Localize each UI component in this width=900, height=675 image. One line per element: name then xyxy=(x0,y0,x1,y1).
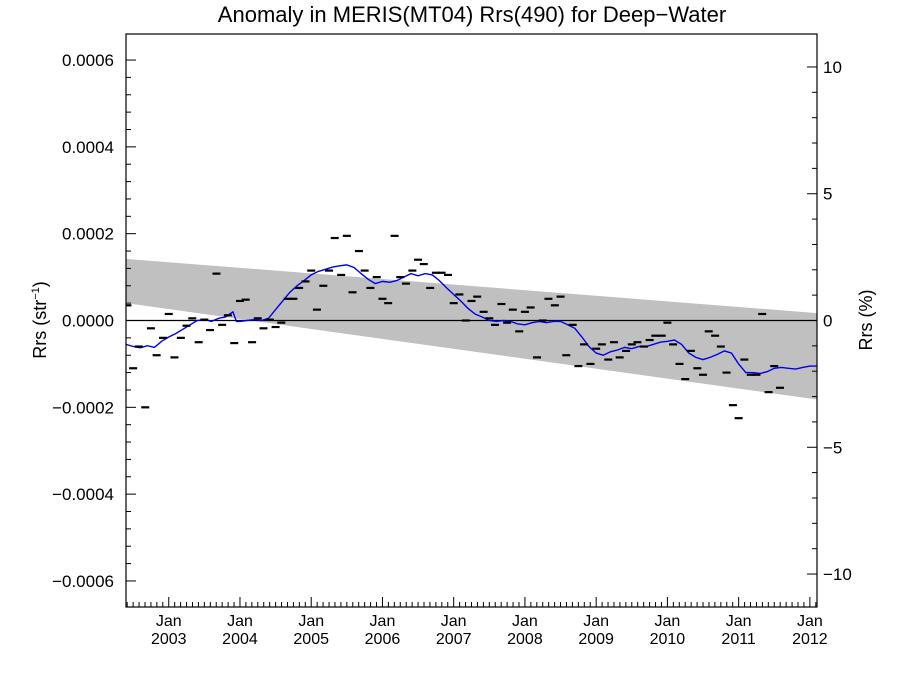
x-tick-label-month: Jan xyxy=(298,613,324,630)
x-tick-label-month: Jan xyxy=(370,613,396,630)
x-tick-label-month: Jan xyxy=(583,613,609,630)
y-tick-label: −0.0004 xyxy=(52,485,114,504)
x-tick-label-month: Jan xyxy=(441,613,467,630)
plot-content xyxy=(126,234,817,420)
x-tick-label-year: 2008 xyxy=(507,631,543,648)
right-y-axis-label: Rrs (%) xyxy=(856,290,876,351)
y-tick-label: 0.0006 xyxy=(62,51,114,70)
x-tick-label-year: 2012 xyxy=(792,631,828,648)
x-tick-label-month: Jan xyxy=(797,613,823,630)
x-tick-label-year: 2007 xyxy=(436,631,472,648)
running-mean-line xyxy=(126,264,817,375)
left-y-axis-label-superscript: −1 xyxy=(30,287,42,300)
right-y-tick-label: 10 xyxy=(823,58,842,77)
y-tick-label: 0.0002 xyxy=(62,225,114,244)
left-y-axis-label-main: Rrs (str xyxy=(30,300,50,359)
y-tick-label: 0.0000 xyxy=(62,312,114,331)
right-y-tick-label: 5 xyxy=(823,185,832,204)
right-y-tick-label: −5 xyxy=(823,438,842,457)
right-y-tick-label: 0 xyxy=(823,312,832,331)
chart-title: Anomaly in MERIS(MT04) Rrs(490) for Deep… xyxy=(218,2,726,27)
x-tick-label-year: 2010 xyxy=(650,631,686,648)
plot-area xyxy=(126,234,817,420)
left-y-axis-label-close: ) xyxy=(30,281,50,287)
x-tick-label-month: Jan xyxy=(227,613,253,630)
x-tick-label-month: Jan xyxy=(655,613,681,630)
x-tick-label-year: 2004 xyxy=(222,631,258,648)
x-tick-label-month: Jan xyxy=(726,613,752,630)
x-tick-label-year: 2005 xyxy=(293,631,329,648)
right-y-tick-label: −10 xyxy=(823,565,852,584)
x-tick-label-year: 2003 xyxy=(151,631,187,648)
x-tick-label-month: Jan xyxy=(512,613,538,630)
left-y-axis-label: Rrs (str−1) xyxy=(30,281,50,359)
trend-uncertainty-band xyxy=(126,258,817,400)
y-tick-label: −0.0006 xyxy=(52,572,114,591)
x-tick-label-year: 2006 xyxy=(365,631,401,648)
x-tick-label-month: Jan xyxy=(156,613,182,630)
y-tick-label: 0.0004 xyxy=(62,138,114,157)
axes: 0.0006 0.0004 0.0002 0.0000 −0.0002 −0.0004 −0… xyxy=(52,33,852,648)
x-tick-label-year: 2011 xyxy=(721,631,756,648)
x-tick-label-year: 2009 xyxy=(578,631,614,648)
y-tick-label: −0.0002 xyxy=(52,398,114,417)
